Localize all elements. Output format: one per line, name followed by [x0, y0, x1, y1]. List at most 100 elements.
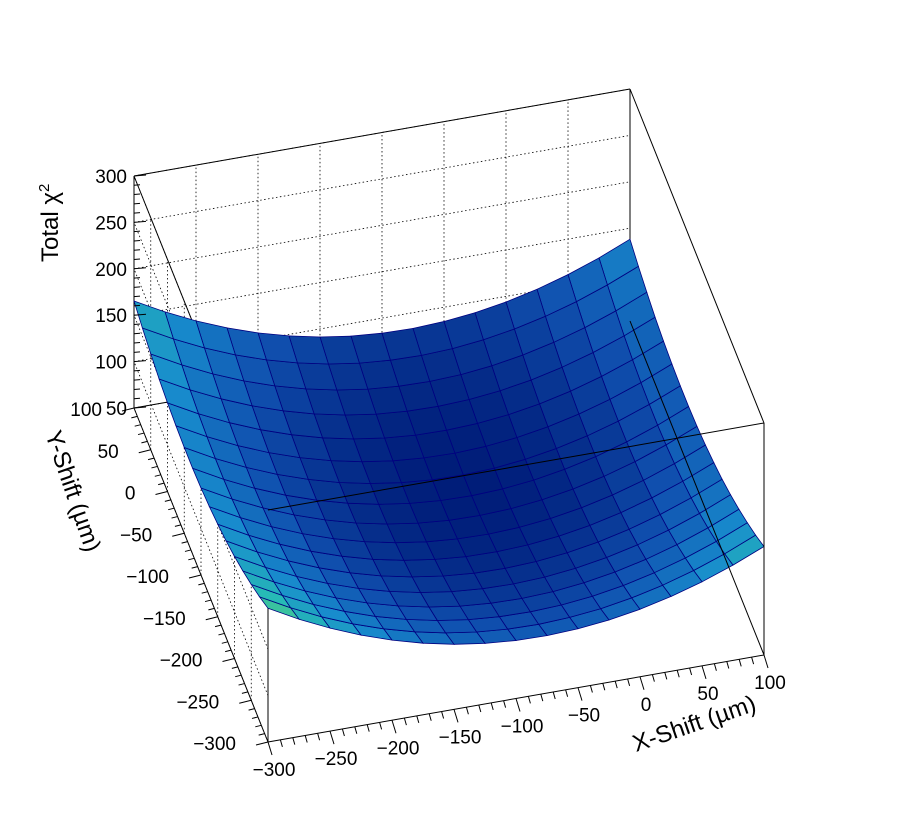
x-tick-label: −100 [501, 717, 544, 738]
z-minor-tick [133, 369, 141, 372]
x-tick [391, 720, 397, 734]
x-tick-label: −150 [439, 727, 482, 748]
x-minor-tick [651, 674, 655, 682]
x-minor-tick [441, 711, 445, 719]
y-minor-tick [251, 716, 259, 719]
x-tick [329, 730, 335, 745]
z-minor-tick [133, 351, 141, 353]
x-tick [639, 676, 645, 690]
x-minor-tick [676, 670, 680, 678]
y-tick [239, 699, 252, 704]
z-tick-label: 300 [95, 167, 127, 188]
z-minor-tick [133, 212, 141, 214]
x-tick-label: 100 [754, 673, 786, 694]
x-minor-tick [503, 700, 507, 708]
y-minor-tick [231, 666, 238, 669]
y-tick-label: 0 [125, 484, 136, 505]
x-minor-tick [490, 702, 494, 710]
y-minor-tick [235, 674, 242, 678]
x-minor-tick [379, 722, 383, 730]
y-axis-title: Y-Shift (µm) [39, 427, 106, 555]
y-minor-tick [255, 724, 262, 728]
x-tick-label: 0 [641, 695, 652, 716]
x-minor-tick [279, 739, 283, 747]
y-minor-tick [184, 549, 192, 552]
x-tick [515, 698, 521, 712]
x-minor-tick [478, 704, 482, 713]
z-minor-tick [133, 332, 141, 335]
x-minor-tick [540, 694, 544, 702]
y-tick [205, 616, 218, 621]
y-tick-label: −150 [143, 609, 186, 630]
y-tick [121, 407, 135, 412]
y-tick-label: −50 [120, 525, 152, 546]
y-tick [188, 574, 202, 579]
y-minor-tick [164, 499, 171, 502]
x-minor-tick [527, 696, 531, 704]
y-tick [172, 532, 185, 537]
y-minor-tick [137, 432, 145, 436]
y-tick [138, 449, 151, 454]
z-minor-tick [133, 388, 141, 390]
y-tick-label: 50 [98, 442, 119, 463]
x-tick-label: −50 [568, 706, 600, 727]
y-minor-tick [241, 691, 249, 694]
y-tick [155, 491, 168, 495]
y-minor-tick [154, 474, 161, 477]
z-minor-tick [133, 193, 141, 196]
x-tick [577, 687, 583, 701]
x-tick [267, 741, 273, 756]
z-tick [133, 174, 147, 177]
x-minor-tick [751, 657, 755, 665]
y-minor-tick [141, 440, 148, 444]
x-tick-label: −200 [377, 738, 420, 759]
box-edge [629, 320, 765, 656]
z-tick-label: 250 [95, 213, 127, 234]
y-minor-tick [248, 708, 255, 711]
y-minor-tick [134, 424, 141, 427]
y-minor-tick [258, 733, 265, 736]
y-minor-tick [174, 524, 182, 527]
x-minor-tick [403, 717, 407, 726]
z-minor-tick [133, 286, 141, 288]
surface-cell [133, 300, 175, 340]
x-tick [763, 654, 769, 669]
z-minor-tick [133, 342, 141, 344]
x-minor-tick [292, 737, 296, 745]
x-minor-tick [416, 715, 420, 724]
y-tick-label: −200 [160, 651, 203, 672]
x-minor-tick [614, 680, 618, 689]
y-minor-tick [147, 457, 155, 461]
y-minor-tick [181, 541, 188, 544]
x-minor-tick [589, 685, 593, 693]
z-minor-tick [133, 249, 141, 251]
z-minor-tick [133, 379, 141, 381]
y-minor-tick [204, 599, 212, 603]
z-minor-tick [133, 295, 141, 298]
z-minor-tick [133, 304, 141, 307]
y-tick-label: −100 [126, 567, 169, 588]
z-minor-tick [133, 277, 141, 279]
x-tick-label: 50 [697, 684, 718, 705]
z-minor-tick [133, 258, 141, 261]
x-minor-tick [726, 661, 730, 669]
y-tick [255, 741, 269, 746]
z-tick-label: 200 [95, 260, 127, 281]
y-tick [222, 658, 235, 662]
x-tick-label: −300 [253, 760, 296, 781]
axis-ticks [121, 174, 769, 756]
z-tick [133, 267, 147, 270]
z-tick-label: 50 [106, 399, 127, 420]
y-minor-tick [191, 566, 198, 569]
box-edge [267, 422, 765, 511]
z-minor-tick [133, 397, 141, 400]
z-axis-title: Total χ2 [36, 184, 64, 262]
x-minor-tick [354, 726, 358, 734]
x-tick-label: −250 [315, 749, 358, 770]
y-minor-tick [171, 516, 178, 519]
x-minor-tick [366, 724, 370, 732]
y-minor-tick [131, 415, 138, 419]
y-minor-tick [218, 632, 225, 636]
y-tick-label: 100 [70, 400, 102, 421]
x-minor-tick [465, 707, 469, 715]
